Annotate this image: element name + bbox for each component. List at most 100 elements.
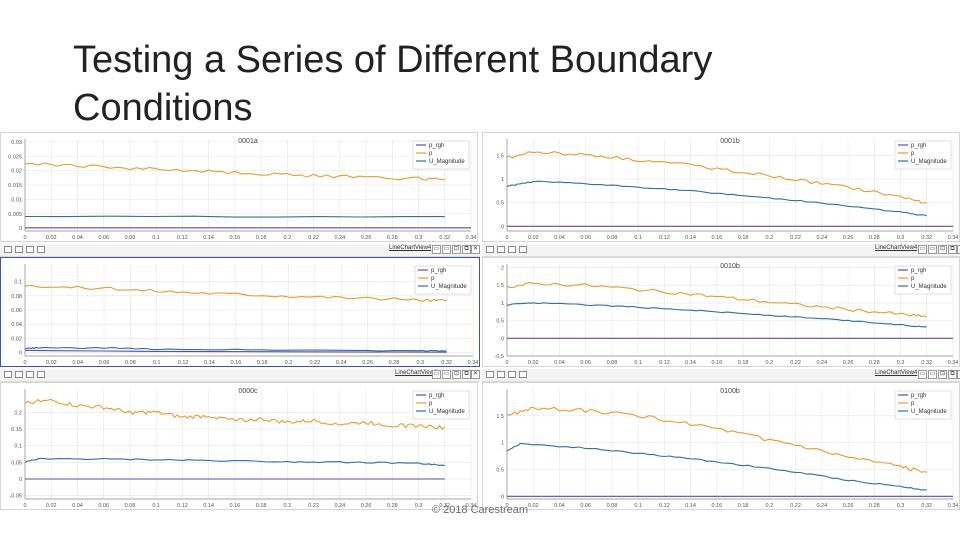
close-view-button[interactable]: ✕ (957, 245, 960, 254)
restore-button[interactable]: ⧉ (948, 245, 957, 254)
x-tick-label: 0.04 (72, 360, 83, 366)
chart-panel-0001b[interactable]: 0 0.02 0.04 0.06 0.08 0.1 0.12 0.14 0.16 0.18 0.2 0… (482, 132, 960, 242)
x-tick-label: 0.24 (816, 503, 827, 509)
y-tick-label: 0.06 (11, 308, 22, 314)
view-icon[interactable] (508, 246, 516, 253)
view-icon[interactable] (37, 246, 45, 253)
maximize-button[interactable]: ⊡ (452, 245, 461, 254)
view-icon[interactable] (4, 371, 12, 378)
x-tick-label: 0.12 (659, 235, 670, 241)
x-tick-label: 0.32 (439, 503, 450, 509)
x-tick-label: 0.26 (361, 503, 372, 509)
view-name-label[interactable]: LineChartView4 (395, 370, 438, 376)
view-icon[interactable] (4, 246, 12, 253)
line-chart-0010b: 0 0.02 0.04 0.06 0.08 0.1 0.12 0.14 0.16 0.18 0.2 0… (495, 263, 959, 366)
split-vertical-button[interactable]: ▭ (442, 245, 451, 254)
view-name-label[interactable]: LineChartView4 (875, 370, 918, 376)
x-tick-label: 0.14 (685, 503, 696, 509)
x-tick-label: 0.16 (712, 360, 723, 366)
slide-title: Testing a Series of Different Boundary C… (73, 39, 713, 129)
line-chart-0100b: 0 0.02 0.04 0.06 0.08 0.1 0.12 0.14 0.16 0.18 0.2 0… (496, 388, 958, 509)
x-tick-label: 0.08 (607, 235, 618, 241)
view-icon[interactable] (15, 371, 23, 378)
split-vertical-button[interactable]: ▭ (442, 370, 451, 379)
split-horizontal-button[interactable]: ▭ (918, 370, 927, 379)
y-tick-label: 1 (501, 177, 504, 183)
x-tick-label: 0.02 (528, 360, 539, 366)
view-icon[interactable] (508, 371, 516, 378)
view-icon[interactable] (486, 371, 494, 378)
view-icon[interactable] (519, 246, 527, 253)
view-name-label[interactable]: LineChartView4 (389, 245, 432, 251)
view-icon[interactable] (15, 246, 23, 253)
y-tick-label: 1.5 (496, 414, 504, 420)
close-view-button[interactable]: ✕ (957, 370, 960, 379)
restore-button[interactable]: ⧉ (462, 370, 471, 379)
x-tick-label: 0.06 (580, 503, 591, 509)
x-tick-label: 0.28 (387, 235, 398, 241)
x-tick-label: 0.16 (230, 503, 241, 509)
maximize-button[interactable]: ⊡ (938, 370, 947, 379)
restore-button[interactable]: ⧉ (462, 245, 471, 254)
close-view-button[interactable]: ✕ (471, 370, 480, 379)
view-icon[interactable] (37, 371, 45, 378)
chart-panel-middle-left[interactable]: 0 0.02 0.04 0.06 0.08 0.1 0.12 0.14 0.16 0.18 0.2 0… (0, 257, 480, 367)
chart-panel-0010b[interactable]: 0 0.02 0.04 0.06 0.08 0.1 0.12 0.14 0.16 0.18 0.2 0… (482, 257, 960, 367)
line-chart-0001a: 0 0.02 0.04 0.06 0.08 0.1 0.12 0.14 0.16 0.18 0.2 0… (8, 138, 477, 241)
x-tick-label: 0 (23, 235, 26, 241)
x-tick-label: 0.34 (466, 235, 477, 241)
split-vertical-button[interactable]: ▭ (928, 370, 937, 379)
x-tick-label: 0.34 (468, 360, 479, 366)
view-name-label[interactable]: LineChartView4 (875, 245, 918, 251)
restore-button[interactable]: ⧉ (948, 370, 957, 379)
y-tick-label: 0.08 (11, 294, 22, 300)
y-tick-label: 0.005 (8, 212, 22, 218)
split-horizontal-button[interactable]: ▭ (432, 370, 441, 379)
chart-panel-0001a[interactable]: 0 0.02 0.04 0.06 0.08 0.1 0.12 0.14 0.16 0.18 0.2 0… (0, 132, 478, 242)
split-horizontal-button[interactable]: ▭ (432, 245, 441, 254)
x-tick-label: 0.04 (72, 503, 83, 509)
chart-panel-0100b[interactable]: 0 0.02 0.04 0.06 0.08 0.1 0.12 0.14 0.16 0.18 0.2 0… (482, 382, 960, 510)
legend-entry: U_Magnitude (911, 159, 947, 165)
chart-toolbar-left-2: LineChartView4 ▭ ▭ ⊡ ⧉ ✕ (0, 369, 480, 382)
split-vertical-button[interactable]: ▭ (928, 245, 937, 254)
x-tick-label: 0.3 (415, 235, 423, 241)
close-view-button[interactable]: ✕ (471, 245, 480, 254)
x-tick-label: 0.28 (389, 360, 400, 366)
series-line-p (24, 162, 445, 181)
x-tick-label: 0.24 (336, 360, 347, 366)
x-tick-label: 0.12 (659, 503, 670, 509)
legend-box (894, 265, 952, 295)
x-tick-label: 0.2 (766, 503, 774, 509)
view-icon[interactable] (497, 371, 505, 378)
line-chart-0000c: 0 0.02 0.04 0.06 0.08 0.1 0.12 0.14 0.16 0.18 0.2 0… (9, 388, 476, 509)
view-icon[interactable] (26, 371, 34, 378)
y-tick-label: 0.05 (11, 460, 22, 466)
chart-panel-0000c[interactable]: 0 0.02 0.04 0.06 0.08 0.1 0.12 0.14 0.16 0.18 0.2 0… (0, 382, 478, 510)
chart-title: 0001a (238, 138, 258, 145)
chart-toolbar-left-1: LineChartView4 ▭ ▭ ⊡ ⧉ ✕ (0, 244, 480, 257)
x-tick-label: 0.22 (790, 503, 801, 509)
footer-copyright: © 2018 Carestream (431, 504, 529, 516)
x-tick-label: 0.02 (46, 360, 57, 366)
x-tick-label: 0 (505, 360, 508, 366)
y-tick-label: -0.5 (495, 354, 504, 360)
x-tick-label: 0.26 (361, 235, 372, 241)
maximize-button[interactable]: ⊡ (938, 245, 947, 254)
view-icon[interactable] (486, 246, 494, 253)
y-tick-label: 1.5 (496, 283, 504, 289)
series-line-u-magnitude (24, 346, 447, 352)
x-tick-label: 0.18 (738, 235, 749, 241)
view-icon[interactable] (519, 371, 527, 378)
x-tick-label: 0.06 (98, 235, 109, 241)
x-tick-label: 0.14 (203, 235, 214, 241)
view-icon[interactable] (497, 246, 505, 253)
x-tick-label: 0.2 (766, 360, 774, 366)
series-line-p (506, 151, 927, 204)
split-horizontal-button[interactable]: ▭ (918, 245, 927, 254)
maximize-button[interactable]: ⊡ (452, 370, 461, 379)
x-tick-label: 0.32 (441, 360, 452, 366)
x-tick-label: 0.14 (685, 235, 696, 241)
view-icon[interactable] (26, 246, 34, 253)
x-tick-label: 0.14 (203, 503, 214, 509)
